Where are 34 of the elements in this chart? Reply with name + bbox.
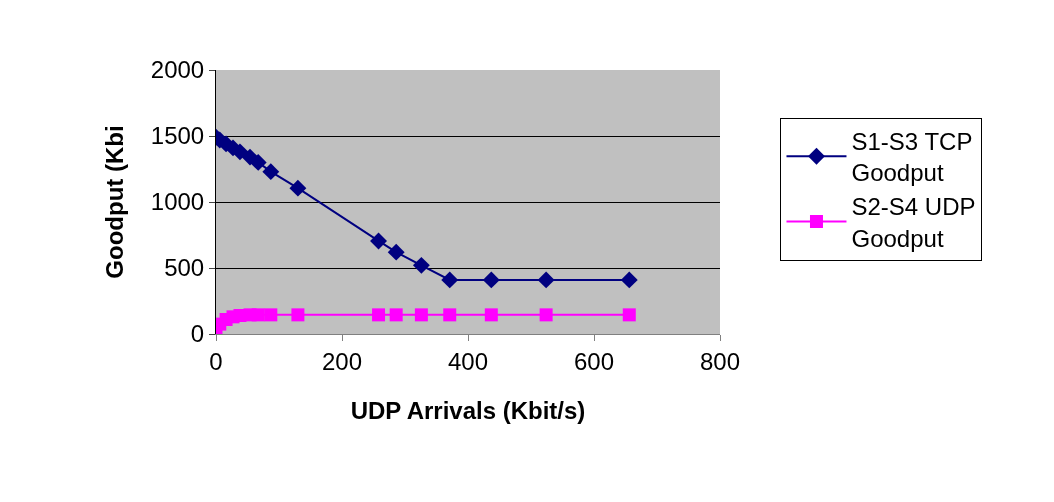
point bbox=[372, 308, 386, 322]
point bbox=[412, 256, 430, 274]
y-tick-label: 0 bbox=[190, 320, 205, 348]
x-tick-label: 600 bbox=[573, 347, 615, 375]
point bbox=[482, 271, 500, 289]
point bbox=[539, 308, 553, 322]
point bbox=[441, 271, 459, 289]
y-tick-label: 2000 bbox=[150, 56, 205, 84]
x-tick-label: 200 bbox=[321, 347, 363, 375]
x-axis-title: UDP Arrivals (Kbit/s) bbox=[350, 397, 586, 425]
point bbox=[264, 308, 278, 322]
point bbox=[249, 153, 267, 171]
point bbox=[620, 271, 638, 289]
point bbox=[291, 308, 305, 322]
x-tick-label: 400 bbox=[447, 347, 489, 375]
point bbox=[622, 308, 636, 322]
y-tick-label: 1500 bbox=[150, 122, 205, 150]
point bbox=[389, 308, 403, 322]
y-tick-label: 500 bbox=[164, 254, 205, 282]
point bbox=[484, 308, 498, 322]
point bbox=[289, 179, 307, 197]
legend-label: S2-S4 UDP Goodput bbox=[851, 193, 976, 252]
x-tick-label: 800 bbox=[699, 347, 741, 375]
x-tick-label: 0 bbox=[209, 347, 223, 375]
point bbox=[537, 271, 555, 289]
point bbox=[370, 232, 387, 250]
point bbox=[387, 243, 405, 261]
point bbox=[414, 308, 428, 322]
point bbox=[443, 308, 457, 322]
point bbox=[262, 163, 280, 181]
y-tick-label: 1000 bbox=[150, 188, 205, 216]
point bbox=[251, 308, 265, 322]
legend-label: S1-S3 TCP Goodput bbox=[851, 127, 973, 187]
y-axis-title: Goodput (Kbi bbox=[100, 125, 128, 279]
